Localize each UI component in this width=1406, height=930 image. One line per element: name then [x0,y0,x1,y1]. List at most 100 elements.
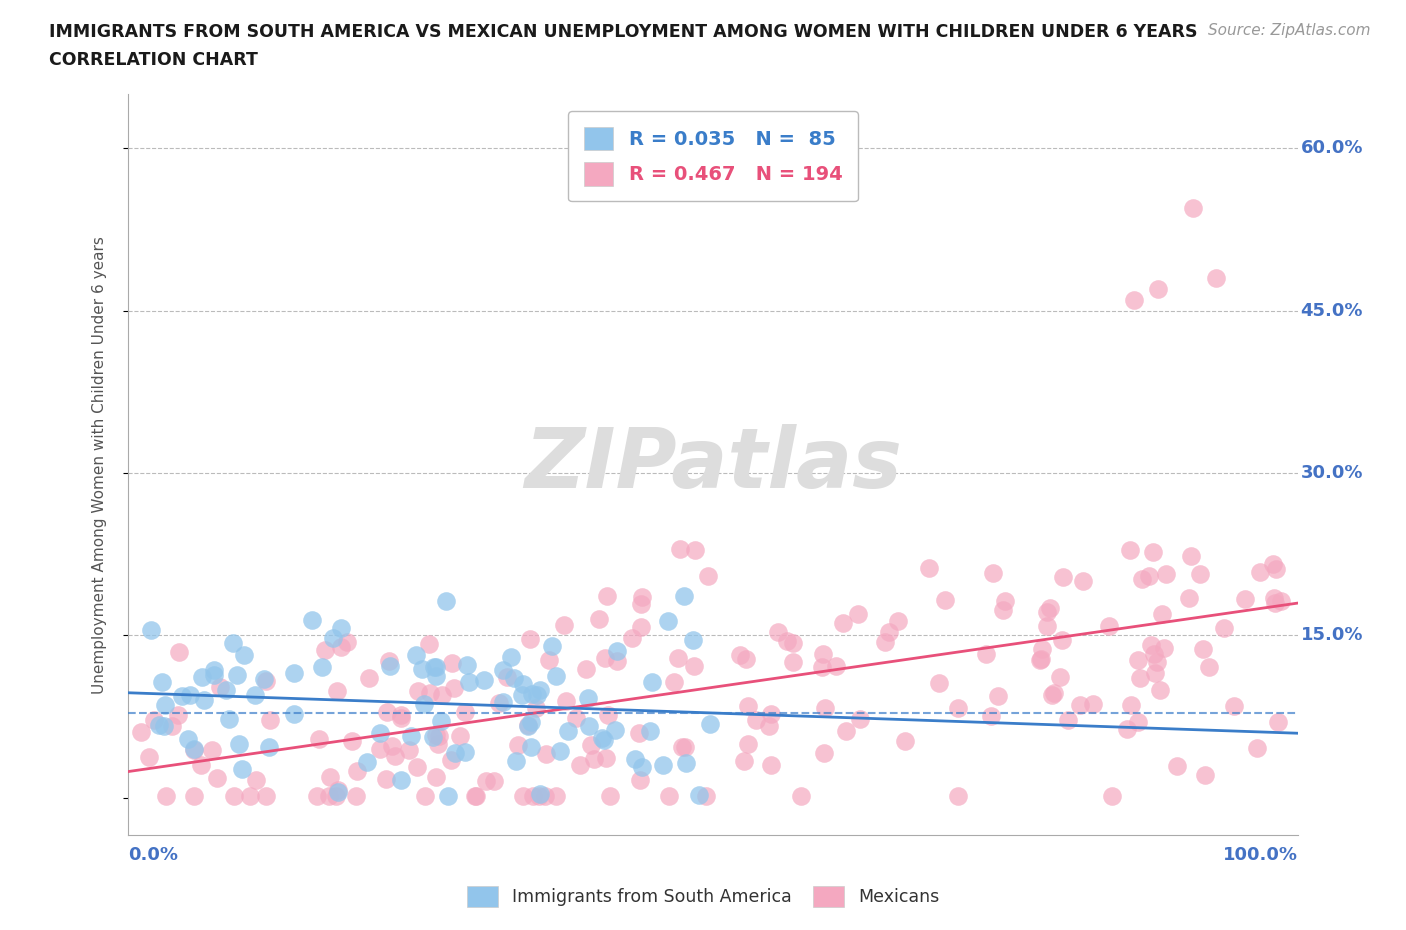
Point [283,707,305,722]
Point [1042,685,1064,700]
Point [593,650,616,665]
Point [183,789,205,804]
Point [1265,561,1288,576]
Point [630,619,652,634]
Point [1116,722,1139,737]
Point [606,653,628,668]
Point [1146,655,1168,670]
Point [578,719,600,734]
Point [169,644,191,659]
Point [974,647,997,662]
Point [1189,566,1212,581]
Point [406,760,429,775]
Point [218,711,240,726]
Point [735,651,758,666]
Point [228,737,250,751]
Point [671,739,693,754]
Point [329,620,352,635]
Point [1137,569,1160,584]
Point [425,660,447,675]
Point [776,634,799,649]
Point [329,640,352,655]
Text: 60.0%: 60.0% [1301,140,1362,157]
Point [758,718,780,733]
Text: 0.0%: 0.0% [128,846,179,864]
Point [172,688,194,703]
Point [177,731,200,746]
Point [440,656,463,671]
Point [517,718,540,733]
Point [811,646,834,661]
Point [475,774,498,789]
Point [427,737,450,751]
Point [233,647,256,662]
Point [257,740,280,755]
Point [887,614,910,629]
Point [1152,606,1174,621]
Point [1198,659,1220,674]
Point [628,725,651,740]
Point [259,712,281,727]
Point [688,788,710,803]
Point [664,674,686,689]
Point [472,672,495,687]
Point [1069,698,1091,712]
Point [437,789,460,804]
Point [226,668,249,683]
Legend: R = 0.035   N =  85, R = 0.467   N = 194: R = 0.035 N = 85, R = 0.467 N = 194 [568,112,858,202]
Point [427,728,450,743]
Point [311,659,333,674]
Point [603,723,626,737]
Point [533,789,555,804]
Point [318,789,340,804]
Point [946,789,969,804]
Point [1192,642,1215,657]
Point [1081,697,1104,711]
Point [231,762,253,777]
Text: 15.0%: 15.0% [1301,626,1362,644]
Point [406,684,429,698]
Point [1263,591,1285,605]
Point [1119,542,1142,557]
Point [1119,698,1142,712]
Point [443,681,465,696]
Point [150,674,173,689]
Point [425,728,447,743]
Point [148,718,170,733]
Point [308,732,330,747]
Point [325,789,347,804]
Point [456,658,478,672]
Point [1035,618,1057,633]
Point [357,671,380,685]
Point [453,744,475,759]
Point [430,688,453,703]
Point [506,737,529,752]
Point [529,787,551,802]
Point [319,769,342,784]
Point [918,561,941,576]
Point [389,708,412,723]
Point [745,712,768,727]
Point [582,751,605,766]
Point [651,757,673,772]
Point [1154,566,1177,581]
Point [630,596,652,611]
Point [1142,646,1164,661]
Point [374,772,396,787]
Point [553,618,575,632]
Point [591,730,613,745]
Point [1233,591,1256,606]
Text: 100.0%: 100.0% [1223,846,1298,864]
Point [825,658,848,673]
Point [658,789,681,804]
Point [1178,591,1201,605]
Point [737,737,759,751]
Point [1028,652,1050,667]
Point [657,613,679,628]
Point [1270,593,1292,608]
Point [458,674,481,689]
Point [208,679,231,694]
Point [696,568,718,583]
Point [534,747,557,762]
Point [488,696,510,711]
